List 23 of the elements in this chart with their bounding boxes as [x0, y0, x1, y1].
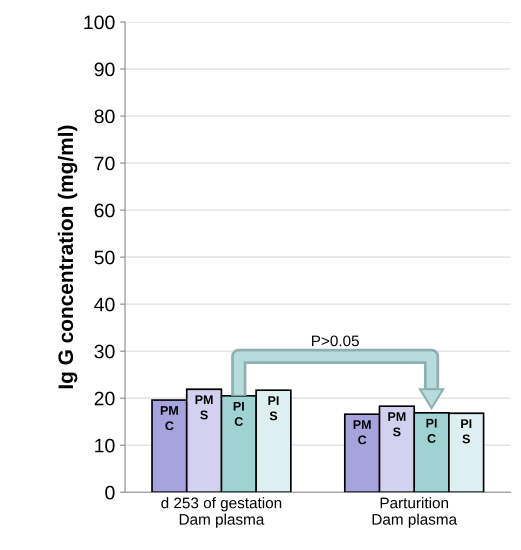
y-tick-label: 80: [94, 110, 115, 124]
series-label: PI C: [234, 402, 244, 426]
series-label: PI S: [461, 419, 472, 444]
y-tick-label: 40: [94, 298, 115, 312]
x-tick-label: Parturition Dam plasma: [372, 497, 458, 528]
text: PM S: [388, 412, 406, 436]
y-tick-label: 60: [94, 204, 115, 218]
annotation: P>0.05: [312, 335, 359, 346]
y-tick-label: 10: [95, 438, 115, 452]
text: PI C: [426, 418, 437, 443]
y-tick-label: 50: [94, 250, 115, 264]
y-tick-label: 30: [94, 344, 115, 358]
x-tick-label: d 253 of gestation Dam plasma: [161, 497, 282, 528]
text: PI S: [268, 396, 279, 420]
y-tick-label: 70: [94, 156, 115, 170]
series-label: PM S: [196, 395, 213, 420]
y-tick-label: 90: [94, 62, 115, 76]
text: PM C: [160, 406, 178, 430]
y-tick-label: 0: [105, 486, 115, 500]
series-label: PM C: [354, 420, 371, 444]
y-tick-label: 20: [94, 392, 115, 406]
y-tick-label: 100: [84, 15, 115, 30]
y-axis-title: Ig G concentration (mg/ml): [58, 126, 78, 388]
